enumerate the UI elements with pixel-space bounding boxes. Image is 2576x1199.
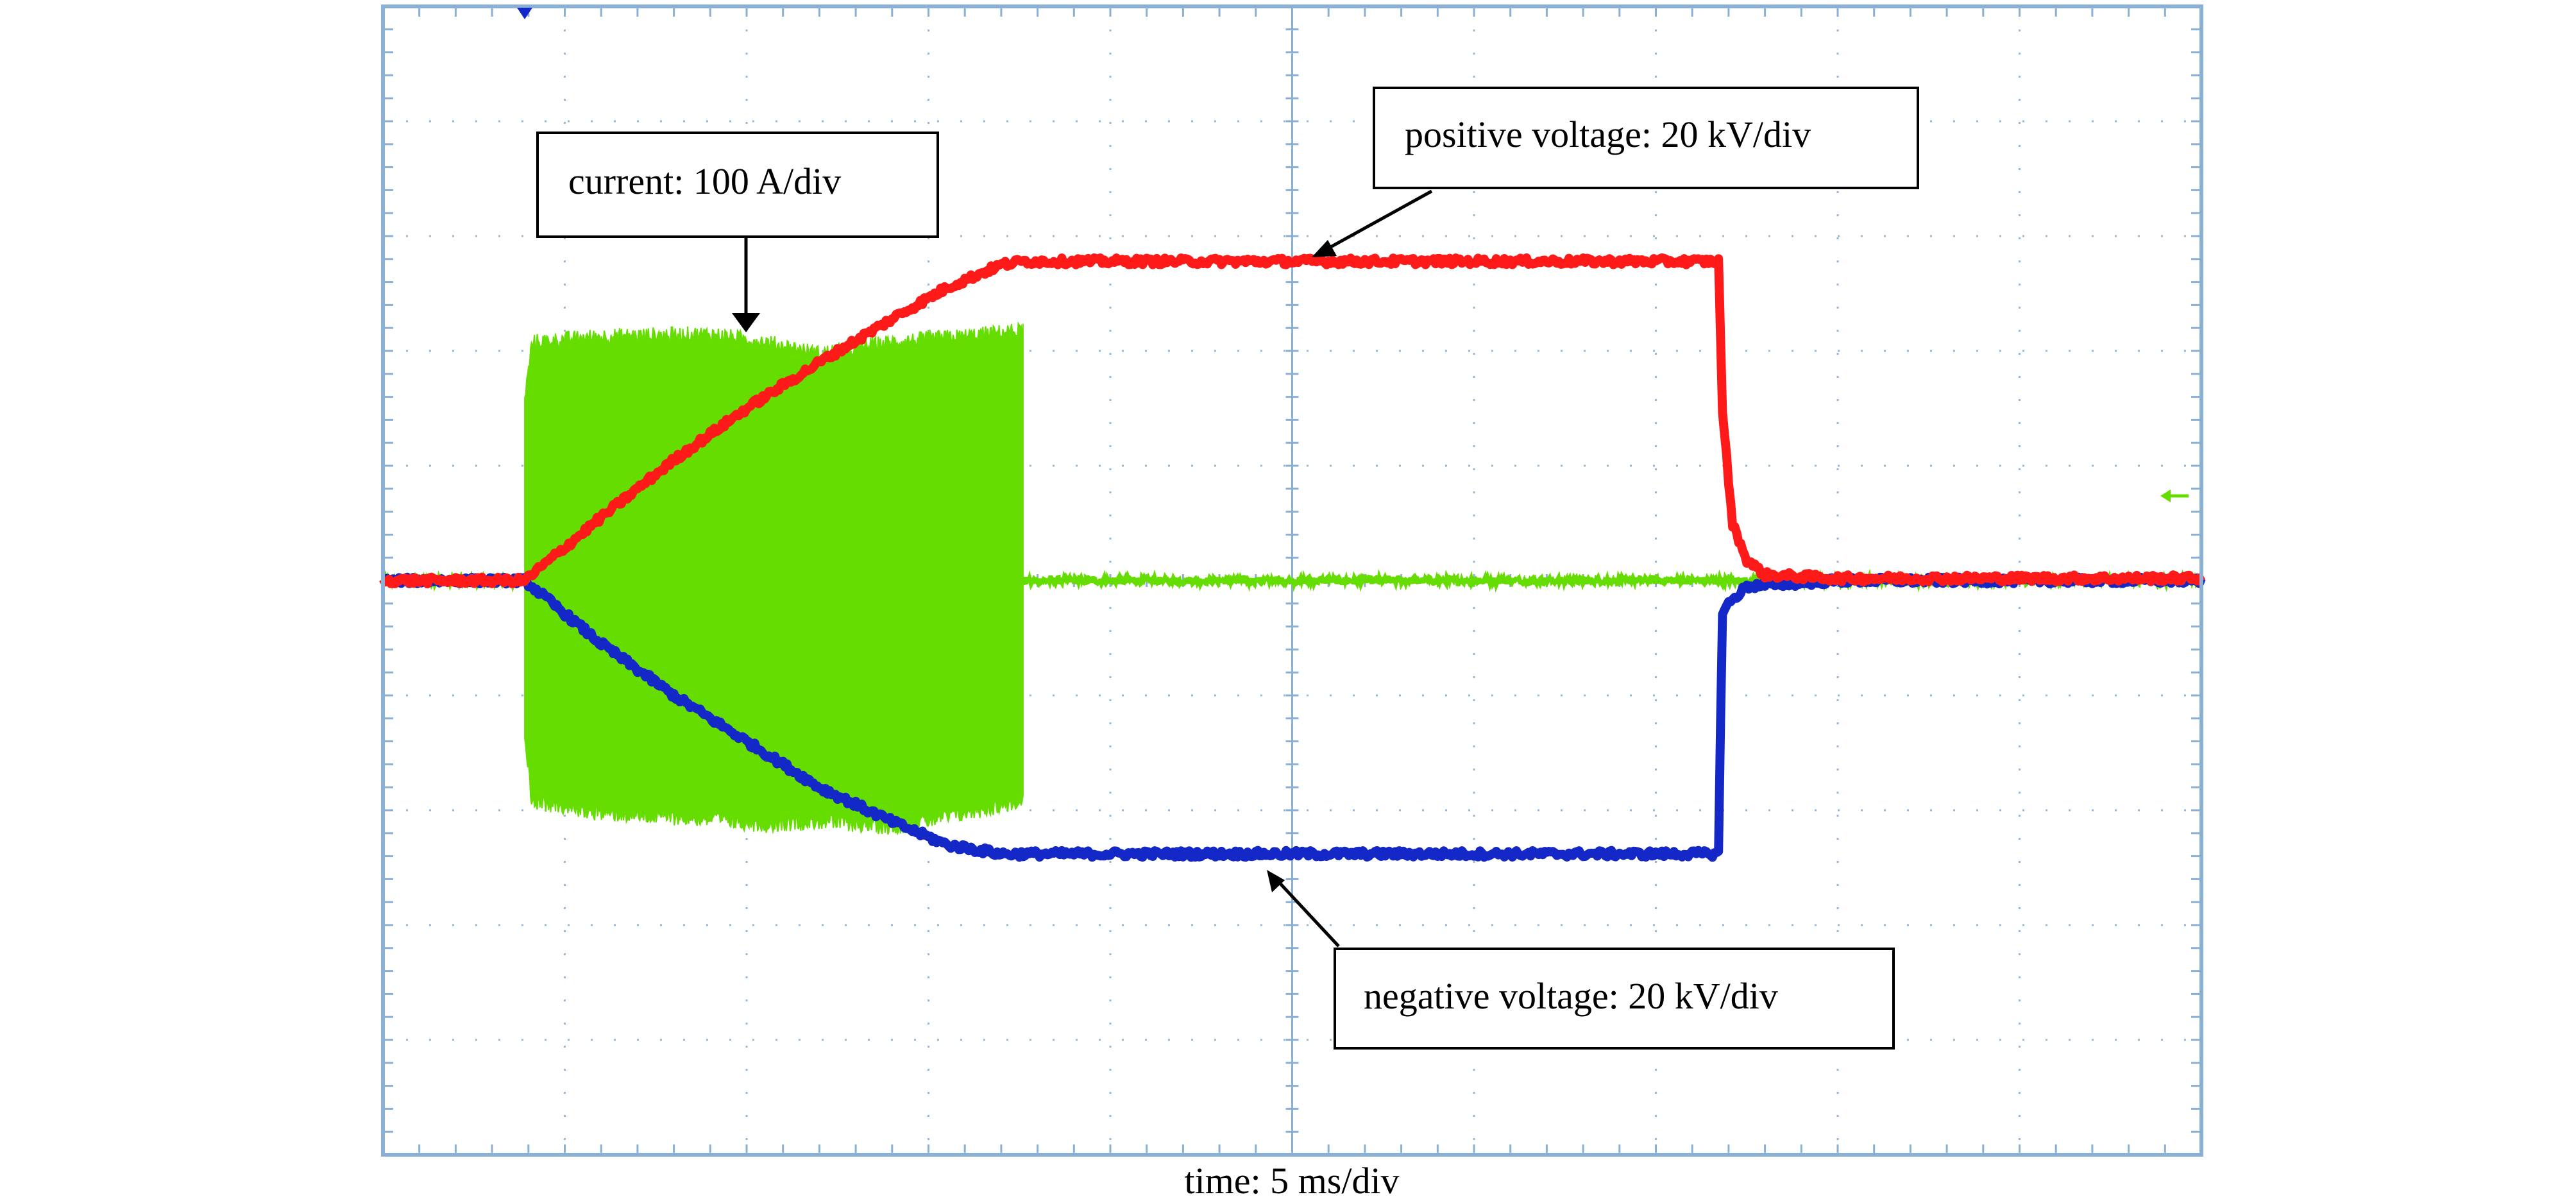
positive-voltage-label-box bbox=[1373, 87, 1919, 189]
negative-voltage-annotation: negative voltage: 20 kV/div bbox=[1267, 870, 1895, 1050]
plot-frame bbox=[381, 4, 2203, 1157]
current-trace-burst bbox=[524, 321, 1024, 836]
negative-voltage-arrow bbox=[1275, 878, 1340, 948]
traces bbox=[379, 253, 2206, 862]
current-label-box bbox=[536, 132, 939, 238]
current-arrow-head-icon bbox=[732, 313, 760, 332]
current-label: current: 100 A/div bbox=[568, 160, 841, 202]
x-axis-label: time: 5 ms/div bbox=[1184, 1160, 1399, 1199]
negative-voltage-label: negative voltage: 20 kV/div bbox=[1364, 975, 1778, 1017]
positive-voltage-arrow bbox=[1320, 189, 1433, 254]
trigger-marker-icon bbox=[517, 8, 532, 19]
positive-voltage-trace bbox=[379, 253, 2206, 589]
negative-voltage-arrow-head-icon bbox=[1267, 870, 1285, 892]
positive-voltage-annotation: positive voltage: 20 kV/div bbox=[1312, 87, 1919, 257]
positive-voltage-arrow-head-icon bbox=[1312, 240, 1337, 257]
negative-voltage-label-box bbox=[1334, 948, 1895, 1050]
positive-voltage-label: positive voltage: 20 kV/div bbox=[1405, 114, 1811, 155]
current-annotation: current: 100 A/div bbox=[536, 132, 939, 332]
channel-offset-marker-icon bbox=[2160, 489, 2189, 502]
